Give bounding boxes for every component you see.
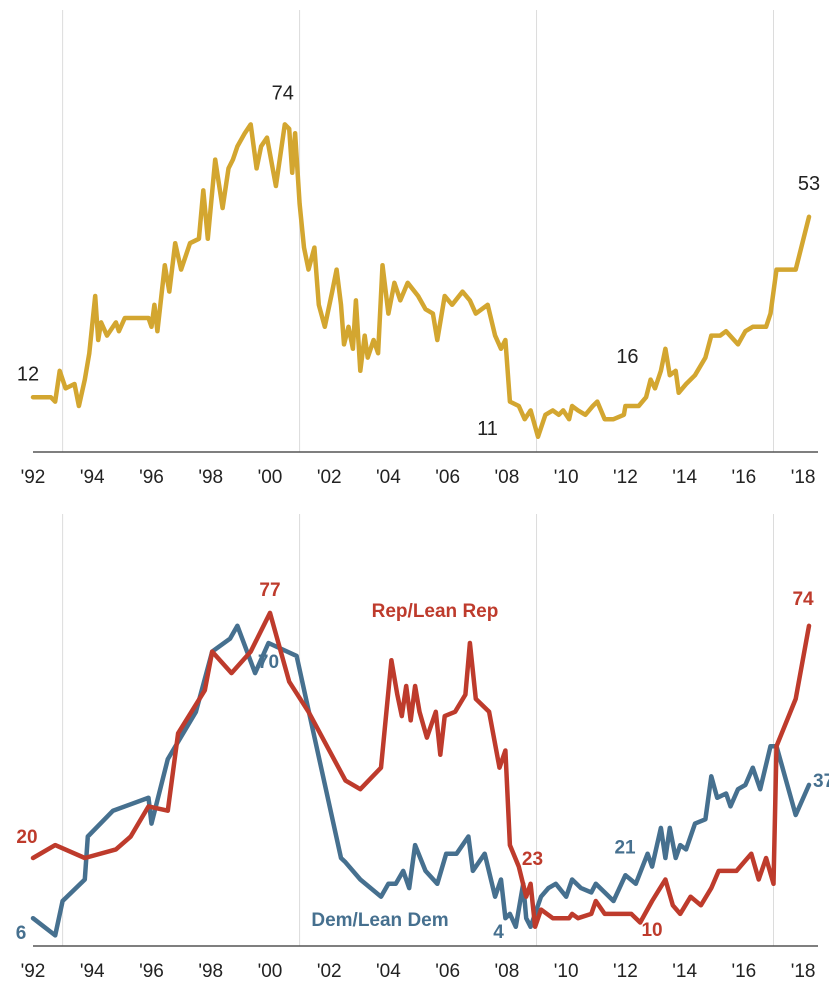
x-tick-label: '04 xyxy=(376,467,401,488)
x-tick-label: '10 xyxy=(554,961,579,982)
x-tick-label: '16 xyxy=(731,467,756,488)
data-label: 74 xyxy=(792,589,814,610)
line-series xyxy=(30,623,812,938)
data-label: 53 xyxy=(798,173,820,195)
data-label: 74 xyxy=(272,83,294,105)
x-tick-label: '14 xyxy=(672,961,697,982)
data-label: 21 xyxy=(614,838,636,859)
line-series xyxy=(30,122,812,440)
data-label: 20 xyxy=(16,827,37,848)
data-label: 37 xyxy=(813,771,829,792)
x-tick-label: '92 xyxy=(21,961,46,982)
data-label: 4 xyxy=(493,922,504,943)
x-tick-label: '02 xyxy=(317,961,342,982)
x-tick-label: '96 xyxy=(139,467,164,488)
x-tick-label: '00 xyxy=(258,467,283,488)
x-tick-label: '94 xyxy=(80,961,105,982)
x-tick-label: '12 xyxy=(613,961,638,982)
x-tick-label: '08 xyxy=(495,961,520,982)
x-tick-label: '16 xyxy=(731,961,756,982)
series-label: Rep/Lean Rep xyxy=(372,601,499,622)
data-label: 70 xyxy=(258,652,279,673)
line-series xyxy=(30,610,812,930)
x-tick-label: '98 xyxy=(198,961,223,982)
x-tick-label: '14 xyxy=(672,467,697,488)
x-tick-label: '08 xyxy=(495,467,520,488)
x-tick-label: '18 xyxy=(791,467,816,488)
data-label: 11 xyxy=(477,418,498,440)
data-label: 77 xyxy=(259,580,280,601)
data-label: 16 xyxy=(616,346,638,368)
x-tick-label: '92 xyxy=(21,467,46,488)
x-tick-label: '12 xyxy=(613,467,638,488)
series-label: Dem/Lean Dem xyxy=(311,910,448,931)
data-label: 10 xyxy=(641,920,662,941)
x-tick-label: '96 xyxy=(139,961,164,982)
x-tick-label: '98 xyxy=(198,467,223,488)
x-tick-label: '00 xyxy=(258,961,283,982)
x-tick-label: '18 xyxy=(791,961,816,982)
x-tick-label: '02 xyxy=(317,467,342,488)
x-tick-label: '10 xyxy=(554,467,579,488)
data-label: 23 xyxy=(522,849,543,870)
data-label: 6 xyxy=(16,923,27,944)
data-label: 12 xyxy=(17,363,39,385)
x-tick-label: '06 xyxy=(435,467,460,488)
x-tick-label: '04 xyxy=(376,961,401,982)
x-tick-label: '94 xyxy=(80,467,105,488)
x-tick-label: '06 xyxy=(435,961,460,982)
